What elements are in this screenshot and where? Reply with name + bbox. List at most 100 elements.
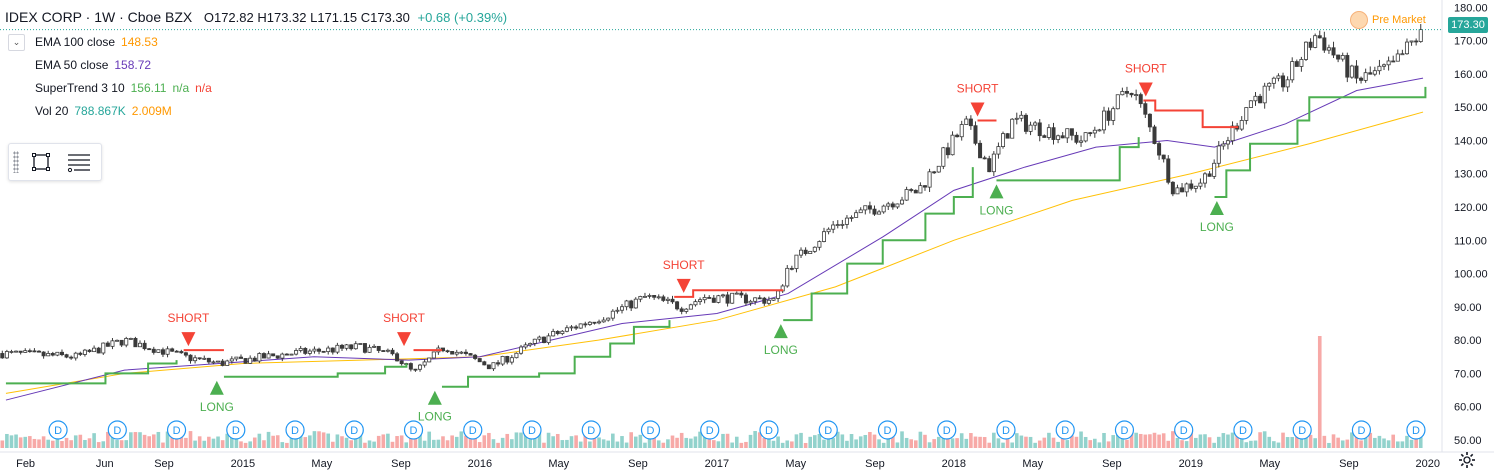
gear-icon[interactable]: [1458, 451, 1476, 469]
chevron-down-icon[interactable]: ⌄: [8, 34, 25, 51]
candle-body: [1157, 143, 1162, 156]
dividend-badge-label: D: [943, 425, 951, 437]
candle-body: [298, 347, 303, 351]
volume-bar: [624, 442, 629, 448]
candle-body: [789, 267, 794, 270]
dividend-badge-label: D: [410, 425, 418, 437]
candle-body: [757, 297, 762, 300]
volume-bar: [363, 442, 367, 448]
dividend-badge: [1174, 420, 1194, 440]
candle-body: [601, 319, 606, 323]
candle-body: [1248, 100, 1253, 108]
volume-bar: [308, 435, 312, 448]
volume-bar: [523, 431, 528, 448]
volume-bar: [1299, 436, 1304, 448]
dividend-badge: [1114, 420, 1135, 440]
candle-body: [1331, 47, 1336, 56]
volume-bar: [611, 433, 615, 448]
volume-bar: [298, 436, 303, 448]
dividend-badge-label: D: [1180, 425, 1188, 437]
candle-body: [376, 345, 381, 351]
candle-body: [936, 165, 941, 173]
settings-lines-button[interactable]: [63, 147, 95, 177]
indicator-row-supertrend[interactable]: SuperTrend 3 10 156.11 n/a n/a: [8, 77, 212, 100]
volume-bar: [551, 436, 555, 448]
candle-body: [115, 339, 120, 342]
volume-bar: [1134, 432, 1138, 448]
candle-body: [776, 290, 781, 299]
time-axis[interactable]: Feb Jun Sep 2015 May Sep 2016 May Sep 2017 May Sep 2…: [0, 451, 1494, 470]
candle-body: [133, 338, 138, 348]
candle-body: [1349, 65, 1354, 78]
candle-body: [1418, 29, 1423, 42]
volume-bar: [1216, 436, 1221, 448]
candle-body: [583, 323, 588, 326]
volume-bar: [647, 434, 652, 448]
candle-body: [987, 158, 992, 173]
candle-body: [610, 310, 615, 319]
rectangle-tool-button[interactable]: [25, 147, 57, 177]
volume-bar: [950, 438, 955, 448]
volume-bar: [202, 440, 207, 448]
volume-bar: [9, 435, 14, 448]
candle-body: [225, 360, 230, 366]
candle-body: [1102, 110, 1107, 131]
symbol-title[interactable]: IDEX CORP · 1W · Cboe BZX: [5, 9, 193, 25]
volume-bar: [239, 441, 243, 448]
price-axis[interactable]: 180.00 170.00 160.00 150.00 140.00 130.00 120.…: [1441, 0, 1488, 452]
drag-handle[interactable]: [13, 151, 19, 173]
volume-bar: [418, 433, 422, 448]
supertrend-long-segment: [5, 360, 178, 385]
candle-body: [808, 250, 813, 254]
volume-bar: [1042, 437, 1047, 448]
time-tick-label: Sep: [1102, 458, 1122, 470]
candle-body: [1129, 92, 1134, 96]
candle-body: [229, 358, 234, 362]
indicator-row-ema100[interactable]: ⌄ EMA 100 close 148.53: [8, 31, 212, 54]
candle-body: [785, 267, 790, 287]
volume-bar: [1111, 435, 1115, 448]
long-signal-label: LONG: [979, 203, 1013, 217]
candle-body: [918, 185, 923, 194]
dividend-badge-label: D: [1061, 425, 1069, 437]
premarket-indicator[interactable]: Pre Market: [1350, 11, 1426, 29]
volume-bar: [629, 432, 633, 448]
volume-bar: [546, 432, 551, 448]
dividend-badge: [818, 420, 838, 440]
candle-body: [500, 355, 505, 365]
candle-body: [202, 357, 207, 360]
candle-body: [665, 298, 670, 301]
ema100-line: [5, 111, 1424, 394]
candle-body: [551, 331, 556, 337]
short-signal-label: SHORT: [957, 81, 999, 95]
price-change: +0.68 (+0.39%): [417, 10, 508, 25]
volume-bar: [1253, 440, 1258, 448]
volume-bar: [129, 432, 133, 448]
candle-body: [693, 301, 698, 306]
volume-bar: [500, 437, 505, 448]
dividend-badge-label: D: [54, 425, 62, 437]
candle-body: [197, 357, 202, 360]
candle-body: [1290, 61, 1295, 81]
candle-body: [1382, 64, 1387, 67]
candle-body: [1175, 187, 1180, 195]
candle-body: [312, 348, 317, 352]
candle-body: [1193, 185, 1198, 189]
volume-bar: [431, 439, 436, 448]
candle-body: [179, 351, 184, 354]
indicator-row-volume[interactable]: Vol 20 788.867K 2.009M: [8, 100, 212, 123]
volume-bar: [854, 439, 858, 448]
candle-body: [211, 361, 216, 364]
dividend-badge: [463, 420, 483, 440]
volume-bar: [712, 440, 716, 448]
indicator-value: 148.53: [121, 35, 158, 49]
candle-body: [59, 351, 64, 356]
volume-bar: [23, 436, 28, 448]
candle-body: [216, 360, 221, 363]
volume-bar: [923, 434, 927, 448]
volume-bar: [927, 442, 932, 448]
candle-body: [523, 344, 528, 348]
indicator-row-ema50[interactable]: EMA 50 close 158.72: [8, 54, 212, 77]
candle-body: [385, 349, 390, 352]
